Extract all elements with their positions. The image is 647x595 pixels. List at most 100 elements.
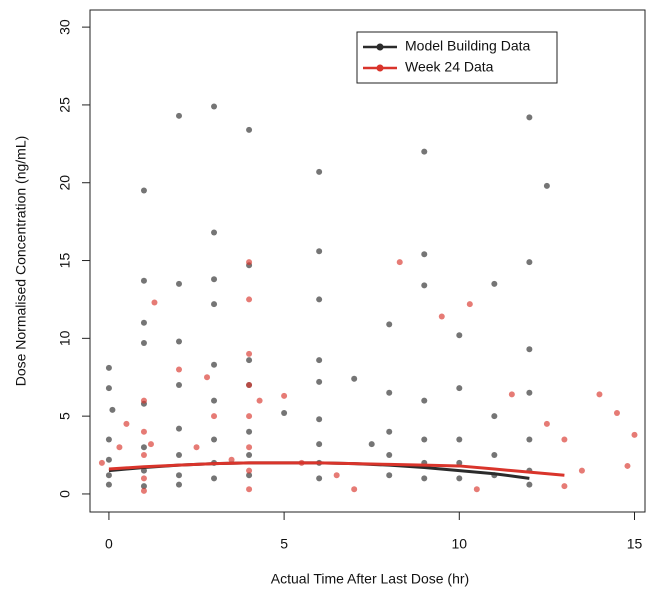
data-point <box>351 375 358 382</box>
data-point <box>140 483 147 490</box>
data-point <box>246 428 253 435</box>
data-point <box>386 472 393 479</box>
data-point <box>386 321 393 328</box>
data-point <box>543 182 550 189</box>
data-point <box>316 475 323 482</box>
data-point <box>175 338 182 345</box>
data-point <box>246 444 253 451</box>
data-point <box>211 413 218 420</box>
data-point <box>316 441 323 448</box>
data-point <box>140 319 147 326</box>
data-point <box>316 296 323 303</box>
y-tick-label: 20 <box>57 175 73 191</box>
data-point <box>438 313 445 320</box>
data-point <box>123 420 130 427</box>
data-point <box>316 168 323 175</box>
trend-line <box>108 461 565 477</box>
data-point <box>140 187 147 194</box>
data-point <box>105 385 112 392</box>
data-point <box>246 452 253 459</box>
data-point <box>596 391 603 398</box>
data-point <box>526 259 533 266</box>
data-point <box>396 259 403 266</box>
x-tick-label: 15 <box>627 536 643 552</box>
data-point <box>613 410 620 417</box>
data-point <box>228 456 235 463</box>
data-point <box>456 436 463 443</box>
data-point <box>473 486 480 493</box>
data-point <box>421 397 428 404</box>
x-tick-label: 0 <box>105 536 113 552</box>
data-point <box>386 428 393 435</box>
data-point <box>316 248 323 255</box>
y-tick-label: 25 <box>57 97 73 113</box>
data-point <box>105 456 112 463</box>
data-point <box>151 299 158 306</box>
data-point <box>246 357 253 364</box>
data-point <box>316 416 323 423</box>
data-point <box>246 486 253 493</box>
data-point <box>246 126 253 133</box>
x-tick-label: 10 <box>452 536 468 552</box>
legend-label: Week 24 Data <box>405 59 494 75</box>
data-point <box>105 481 112 488</box>
data-point <box>140 397 147 404</box>
data-point <box>578 467 585 474</box>
data-point <box>526 346 533 353</box>
data-point <box>246 467 253 474</box>
data-point <box>526 114 533 121</box>
data-point <box>175 452 182 459</box>
data-point <box>246 296 253 303</box>
legend-box <box>356 31 558 84</box>
data-point <box>140 340 147 347</box>
data-point <box>456 475 463 482</box>
data-point <box>175 280 182 287</box>
data-point <box>211 301 218 308</box>
data-point <box>211 361 218 368</box>
data-point <box>256 397 263 404</box>
data-point <box>140 452 147 459</box>
data-point <box>175 425 182 432</box>
data-point <box>211 436 218 443</box>
data-point <box>140 428 147 435</box>
legend-dot <box>376 43 384 51</box>
data-point <box>491 413 498 420</box>
y-axis-label: Dose Normalised Concentration (ng/mL) <box>13 136 29 387</box>
data-point <box>211 397 218 404</box>
data-point <box>456 385 463 392</box>
data-point <box>421 282 428 289</box>
data-point <box>175 366 182 373</box>
data-point <box>109 406 116 413</box>
x-axis-label: Actual Time After Last Dose (hr) <box>271 571 469 587</box>
data-point <box>211 276 218 283</box>
data-point <box>246 350 253 357</box>
data-point <box>421 251 428 258</box>
data-point <box>281 410 288 417</box>
data-point <box>456 332 463 339</box>
data-point <box>105 436 112 443</box>
data-point <box>140 475 147 482</box>
data-point <box>105 472 112 479</box>
data-point <box>105 364 112 371</box>
data-point <box>508 391 515 398</box>
data-point <box>211 229 218 236</box>
data-point <box>246 259 253 266</box>
data-point <box>351 486 358 493</box>
data-point <box>147 441 154 448</box>
data-point <box>281 392 288 399</box>
data-point <box>211 475 218 482</box>
legend-dot <box>376 64 384 72</box>
plot-frame <box>89 9 646 513</box>
data-point <box>140 487 147 494</box>
data-point <box>98 459 105 466</box>
data-point <box>246 413 253 420</box>
y-tick-label: 5 <box>57 412 73 420</box>
data-point <box>491 452 498 459</box>
data-point <box>526 436 533 443</box>
data-point <box>246 472 253 479</box>
data-point <box>526 389 533 396</box>
data-point <box>116 444 123 451</box>
data-point <box>316 357 323 364</box>
data-point <box>386 389 393 396</box>
